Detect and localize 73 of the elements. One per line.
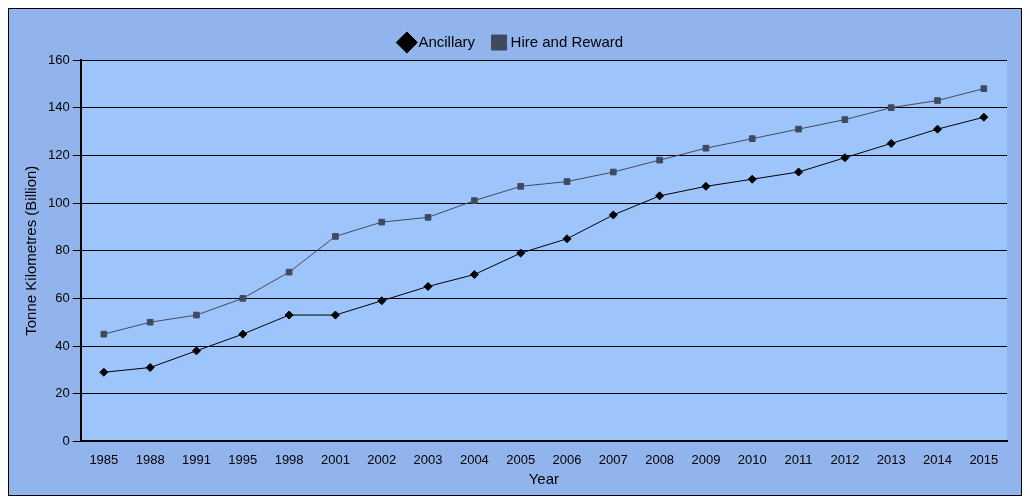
- point: [795, 125, 802, 133]
- point: [747, 174, 757, 184]
- y-axis-title: Tonne Kilometres (Billion): [22, 165, 40, 336]
- point: [191, 346, 201, 356]
- point: [145, 363, 155, 372]
- point: [330, 310, 340, 320]
- point: [516, 248, 526, 258]
- x-tick-label: 1998: [274, 451, 304, 467]
- y-tick-label: 80: [55, 242, 70, 258]
- point: [702, 144, 710, 152]
- x-tick-label: 2003: [413, 451, 443, 467]
- point: [378, 218, 386, 226]
- point: [100, 330, 108, 338]
- y-tick-label: 60: [55, 289, 70, 305]
- x-tick-label: 2002: [367, 451, 397, 467]
- x-tick-label: 2005: [506, 451, 536, 467]
- point: [423, 281, 433, 291]
- legend-label: Ancillary: [418, 32, 476, 50]
- point: [841, 116, 849, 123]
- x-tick-label: 1985: [89, 451, 119, 467]
- legend-label: Hire and Reward: [510, 32, 624, 50]
- point: [377, 296, 387, 306]
- x-tick-label: 2015: [969, 451, 999, 467]
- point: [655, 191, 665, 201]
- point: [979, 112, 989, 122]
- point: [980, 85, 988, 92]
- x-tick-label: 1988: [135, 451, 165, 467]
- point: [332, 233, 339, 240]
- point: [562, 234, 572, 244]
- x-tick-label: 2010: [737, 451, 767, 467]
- x-tick-label: 2008: [645, 451, 675, 467]
- x-tick-label: 2004: [459, 451, 489, 467]
- y-tick-label: 140: [47, 99, 70, 115]
- point: [238, 329, 248, 339]
- point: [517, 183, 525, 190]
- point: [99, 367, 109, 377]
- x-tick-label: 2006: [552, 451, 582, 467]
- y-tick-label: 20: [55, 385, 70, 401]
- x-tick-label: 2011: [784, 451, 813, 467]
- point: [469, 270, 479, 280]
- point: [285, 268, 293, 276]
- x-tick-label: 2013: [876, 451, 906, 467]
- y-tick-label: 40: [55, 337, 70, 353]
- point: [471, 197, 478, 204]
- y-tick-label: 0: [62, 432, 70, 448]
- x-tick-label: 2014: [923, 451, 952, 467]
- point: [608, 210, 618, 220]
- point: [239, 295, 247, 302]
- point: [886, 138, 896, 148]
- point: [794, 167, 804, 177]
- point: [284, 310, 294, 320]
- point: [193, 311, 200, 319]
- point: [656, 156, 663, 164]
- point: [424, 214, 432, 221]
- x-tick-label: 2012: [830, 451, 860, 467]
- x-tick-label: 1991: [182, 451, 211, 467]
- y-tick-label: 120: [47, 146, 70, 162]
- x-tick-label: 2007: [598, 451, 628, 467]
- x-axis-title: Year: [528, 470, 559, 488]
- y-tick-label: 100: [47, 194, 70, 210]
- y-tick-label: 160: [47, 51, 70, 67]
- point: [840, 153, 850, 163]
- point: [609, 168, 617, 176]
- x-tick-label: 2001: [320, 451, 350, 467]
- point: [748, 135, 756, 142]
- point: [933, 124, 943, 134]
- x-tick-label: 2009: [691, 451, 721, 467]
- point: [146, 318, 154, 326]
- point: [701, 181, 711, 191]
- point: [934, 97, 941, 104]
- x-tick-label: 1995: [228, 451, 258, 467]
- point: [563, 178, 571, 185]
- point: [887, 104, 895, 111]
